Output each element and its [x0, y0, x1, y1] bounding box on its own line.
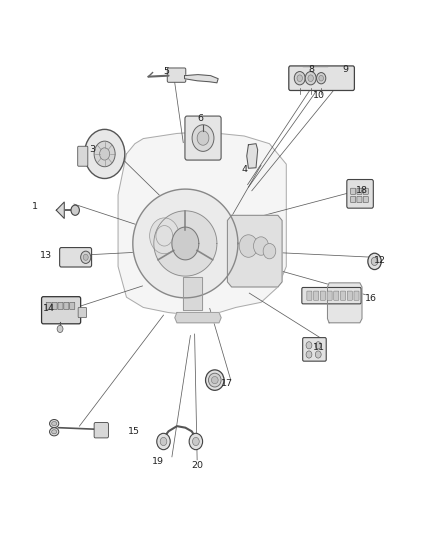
FancyBboxPatch shape — [334, 291, 339, 300]
Circle shape — [294, 71, 305, 85]
Circle shape — [306, 342, 312, 349]
Text: 1: 1 — [32, 201, 38, 211]
Text: 15: 15 — [128, 427, 140, 436]
Polygon shape — [328, 283, 362, 323]
Text: 13: 13 — [40, 251, 52, 260]
Text: 16: 16 — [365, 294, 377, 303]
FancyBboxPatch shape — [314, 291, 319, 300]
FancyBboxPatch shape — [363, 196, 368, 203]
Circle shape — [157, 433, 170, 450]
Ellipse shape — [52, 430, 57, 434]
Text: 4: 4 — [241, 165, 247, 174]
Text: 17: 17 — [221, 378, 233, 387]
Circle shape — [239, 235, 258, 257]
Circle shape — [156, 225, 173, 246]
Text: 18: 18 — [356, 186, 368, 195]
Polygon shape — [56, 202, 64, 219]
Ellipse shape — [205, 370, 224, 390]
Circle shape — [197, 131, 209, 145]
Text: 19: 19 — [152, 457, 164, 466]
Circle shape — [71, 205, 79, 215]
Text: 14: 14 — [43, 304, 55, 313]
Text: 9: 9 — [342, 65, 348, 74]
FancyBboxPatch shape — [357, 188, 362, 195]
FancyBboxPatch shape — [347, 180, 373, 208]
Polygon shape — [227, 215, 282, 287]
Circle shape — [297, 75, 303, 82]
Text: 20: 20 — [191, 461, 203, 470]
FancyBboxPatch shape — [347, 291, 352, 300]
FancyBboxPatch shape — [303, 337, 326, 361]
Circle shape — [305, 71, 316, 85]
Circle shape — [192, 125, 214, 151]
Text: 5: 5 — [163, 67, 170, 76]
Polygon shape — [184, 75, 218, 83]
FancyBboxPatch shape — [320, 291, 325, 300]
Ellipse shape — [49, 427, 59, 436]
Text: 11: 11 — [313, 343, 325, 352]
Ellipse shape — [208, 373, 221, 387]
FancyBboxPatch shape — [327, 291, 332, 300]
Circle shape — [160, 438, 167, 446]
FancyBboxPatch shape — [94, 423, 109, 438]
Text: 3: 3 — [89, 146, 95, 155]
FancyBboxPatch shape — [354, 291, 359, 300]
FancyBboxPatch shape — [58, 302, 63, 310]
Circle shape — [368, 253, 381, 270]
Polygon shape — [183, 277, 202, 310]
Circle shape — [263, 244, 276, 259]
Text: 10: 10 — [313, 91, 325, 100]
FancyBboxPatch shape — [78, 146, 88, 166]
Circle shape — [319, 75, 324, 81]
FancyBboxPatch shape — [363, 188, 368, 195]
Circle shape — [189, 433, 203, 450]
Circle shape — [371, 257, 378, 265]
Circle shape — [315, 351, 321, 358]
Ellipse shape — [52, 422, 57, 426]
Circle shape — [315, 342, 321, 349]
FancyBboxPatch shape — [78, 308, 87, 318]
Circle shape — [99, 148, 110, 160]
FancyBboxPatch shape — [357, 196, 362, 203]
Polygon shape — [175, 312, 221, 323]
Circle shape — [94, 141, 115, 167]
FancyBboxPatch shape — [46, 302, 51, 310]
Text: 8: 8 — [308, 65, 314, 74]
FancyBboxPatch shape — [42, 297, 81, 324]
FancyBboxPatch shape — [185, 116, 221, 160]
Text: 6: 6 — [197, 114, 203, 123]
FancyBboxPatch shape — [340, 291, 346, 300]
Polygon shape — [154, 211, 217, 276]
FancyBboxPatch shape — [64, 302, 69, 310]
Circle shape — [83, 254, 88, 260]
FancyBboxPatch shape — [167, 68, 186, 82]
Ellipse shape — [212, 376, 218, 384]
Polygon shape — [133, 189, 238, 298]
FancyBboxPatch shape — [307, 291, 312, 300]
Circle shape — [317, 72, 326, 84]
Polygon shape — [118, 132, 286, 315]
Circle shape — [57, 325, 63, 333]
Polygon shape — [247, 144, 258, 168]
Ellipse shape — [49, 419, 59, 427]
Circle shape — [81, 251, 91, 263]
FancyBboxPatch shape — [350, 188, 356, 195]
FancyBboxPatch shape — [70, 302, 75, 310]
Circle shape — [150, 218, 179, 254]
Text: 12: 12 — [374, 256, 385, 265]
Circle shape — [306, 351, 312, 358]
Circle shape — [254, 237, 268, 255]
FancyBboxPatch shape — [52, 302, 57, 310]
FancyBboxPatch shape — [60, 247, 92, 267]
FancyBboxPatch shape — [289, 66, 354, 91]
Polygon shape — [172, 227, 199, 260]
FancyBboxPatch shape — [302, 287, 361, 304]
Circle shape — [85, 130, 125, 179]
Circle shape — [308, 75, 314, 82]
FancyBboxPatch shape — [350, 196, 356, 203]
Circle shape — [193, 438, 199, 446]
